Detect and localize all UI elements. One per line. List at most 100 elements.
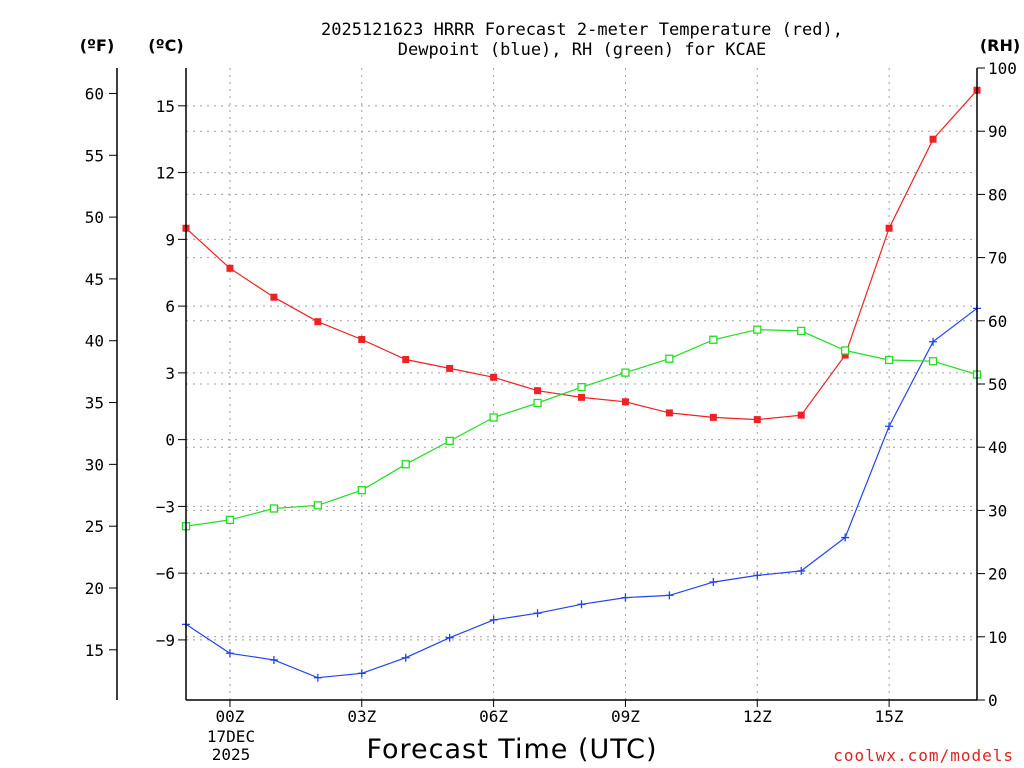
temperature-data-point [534, 387, 542, 395]
rh-data-point [577, 383, 586, 392]
dewpoint-data-point [489, 615, 498, 624]
rh-tick-label: 40 [988, 438, 1007, 457]
dewpoint-data-point [709, 578, 718, 587]
dewpoint-data-point [269, 655, 278, 664]
x-tick-label: 09Z [611, 707, 640, 726]
rh-data-point [225, 515, 235, 525]
rh-data-point [621, 368, 630, 377]
temperature-data-point [841, 351, 849, 359]
x-tick-label: 03Z [347, 707, 376, 726]
rh-tick-label: 30 [988, 501, 1007, 520]
rh-tick-label: 50 [988, 375, 1007, 394]
rh-data-point [269, 504, 279, 513]
celsius-tick-label: 9 [165, 230, 175, 249]
temperature-data-point [929, 135, 937, 143]
rh-data-point [753, 325, 762, 334]
rh-series-line [185, 328, 978, 527]
rh-tick-label: 10 [988, 628, 1007, 647]
credit-label: coolwx.com/models [833, 746, 1014, 765]
temperature-data-point [226, 264, 234, 272]
fahrenheit-tick-label: 50 [85, 208, 104, 227]
fahrenheit-tick-label: 45 [85, 270, 104, 289]
temperature-data-point [446, 364, 454, 372]
celsius-tick-label: 3 [165, 364, 175, 383]
celsius-tick-label: 15 [156, 97, 175, 116]
grid-layer [186, 68, 977, 700]
rh-data-point [797, 326, 806, 336]
dewpoint-series-line [185, 307, 978, 679]
rh-tick-label: 80 [988, 185, 1007, 204]
dewpoint-data-point [929, 337, 938, 346]
temperature-data-point [621, 398, 629, 406]
temperature-data-point [402, 356, 410, 364]
fahrenheit-tick-label: 55 [85, 146, 104, 165]
series-layer [181, 86, 982, 682]
fahrenheit-tick-label: 35 [85, 394, 104, 413]
rh-data-point [841, 346, 850, 355]
temperature-data-point [885, 224, 893, 232]
rh-tick-label: 20 [988, 565, 1007, 584]
temperature-data-point [665, 409, 673, 417]
temperature-data-point [490, 373, 498, 381]
fahrenheit-tick-label: 60 [85, 84, 104, 103]
rh-unit-label: (RH) [980, 36, 1020, 55]
dewpoint-data-point [885, 422, 894, 431]
rh-data-point [928, 357, 938, 366]
celsius-tick-label: 6 [165, 297, 175, 316]
rh-tick-label: 90 [988, 122, 1007, 141]
temperature-data-point [314, 318, 322, 326]
dewpoint-data-point [225, 649, 234, 658]
temperature-data-point [797, 411, 805, 419]
dewpoint-data-point [445, 633, 454, 642]
rh-data-point [401, 460, 410, 469]
dewpoint-data-point [401, 653, 410, 662]
rh-data-point [884, 355, 894, 365]
dewpoint-data-point [797, 566, 806, 575]
fahrenheit-tick-label: 25 [85, 517, 104, 536]
chart-title-line2: Dewpoint (blue), RH (green) for KCAE [398, 40, 766, 60]
rh-data-point [445, 436, 454, 446]
temperature-data-point [578, 393, 585, 401]
celsius-tick-label: −9 [156, 631, 175, 650]
fahrenheit-tick-label: 30 [85, 455, 104, 474]
celsius-tick-label: −6 [156, 564, 175, 583]
temperature-data-point [709, 413, 717, 421]
rh-tick-label: 70 [988, 249, 1007, 268]
celsius-tick-label: −3 [156, 497, 175, 516]
rh-data-point [357, 486, 366, 495]
fahrenheit-unit-label: (ºF) [80, 36, 115, 55]
dewpoint-data-point [621, 593, 630, 602]
x-tick-label: 00Z [215, 707, 244, 726]
celsius-tick-label: 12 [156, 164, 175, 183]
dewpoint-data-point [841, 533, 850, 542]
rh-tick-label: 100 [988, 59, 1017, 78]
dewpoint-data-point [753, 571, 762, 580]
rh-tick-label: 0 [988, 691, 998, 710]
fahrenheit-tick-label: 15 [85, 641, 104, 660]
x-tick-label: 06Z [479, 707, 508, 726]
rh-data-point [489, 413, 498, 422]
rh-tick-label: 60 [988, 312, 1007, 331]
dewpoint-data-point [577, 600, 586, 609]
temperature-data-point [270, 293, 278, 301]
date-label-day: 17DEC [207, 727, 255, 746]
temperature-data-point [753, 416, 761, 424]
axis-layer: 15129630−3−6−960555045403530252015100908… [85, 59, 1017, 726]
rh-data-point [665, 354, 674, 363]
celsius-unit-label: (ºC) [148, 36, 183, 55]
rh-data-point [709, 335, 718, 344]
dewpoint-data-point [665, 591, 674, 600]
dewpoint-data-point [357, 669, 366, 678]
rh-data-point [533, 398, 542, 408]
fahrenheit-tick-label: 20 [85, 579, 104, 598]
x-axis-label: Forecast Time (UTC) [366, 734, 657, 765]
temperature-data-point [358, 335, 366, 343]
temperature-series-line [185, 89, 978, 421]
chart-title-line1: 2025121623 HRRR Forecast 2-meter Tempera… [321, 20, 843, 40]
date-label-year: 2025 [212, 745, 251, 764]
dewpoint-data-point [533, 609, 542, 618]
celsius-tick-label: 0 [165, 431, 175, 450]
x-tick-label: 15Z [875, 707, 904, 726]
fahrenheit-tick-label: 40 [85, 332, 104, 351]
